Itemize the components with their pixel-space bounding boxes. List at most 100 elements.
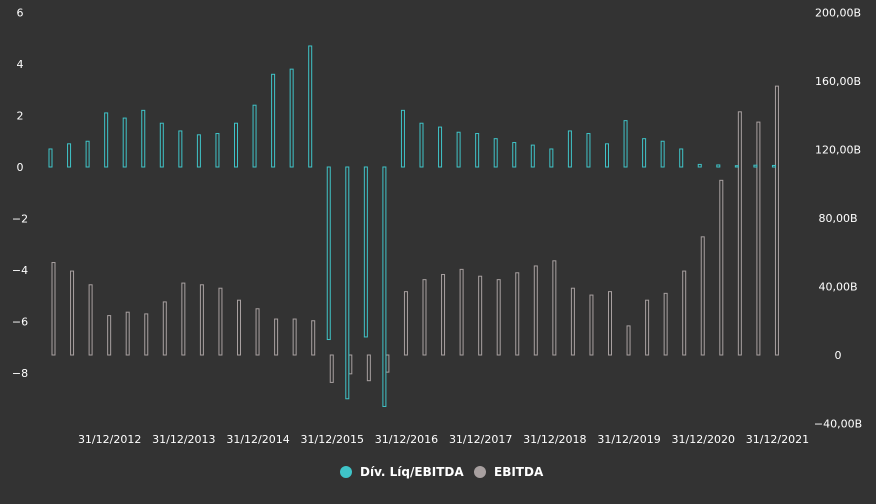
ratio-bar (623, 120, 628, 168)
ebitda-bar (515, 272, 520, 356)
ebitda-bar (682, 270, 687, 356)
ebitda-bar (737, 111, 742, 356)
right-axis-tick-label: 0 (835, 349, 842, 362)
ratio-bar (48, 148, 53, 168)
ebitda-bar (719, 179, 724, 356)
ratio-bar (438, 126, 443, 168)
ratio-bar (660, 140, 665, 168)
left-axis-tick-label: 0 (17, 161, 24, 174)
ratio-bar (512, 142, 517, 168)
x-axis-tick-label: 31/12/2016 (375, 433, 438, 446)
ebitda-bar (663, 292, 668, 356)
left-axis-tick-label: 2 (17, 110, 24, 123)
ebitda-bar (570, 287, 575, 356)
ratio-bar (679, 148, 684, 168)
right-axis-ticks: 200,00B 160,00B 120,00B 80,00B 40,00B 0 −40,00… (814, 7, 862, 431)
ebitda-bar (292, 318, 297, 356)
ratio-bar (104, 112, 109, 168)
right-axis-tick-label: 80,00B (818, 212, 857, 225)
ebitda-bar (107, 315, 112, 356)
ratio-bar (771, 164, 776, 168)
ebitda-series (51, 85, 779, 383)
ratio-bar (382, 166, 387, 407)
x-axis-tick-label: 31/12/2015 (301, 433, 364, 446)
ebitda-bar (496, 279, 501, 356)
ebitda-bar (70, 270, 75, 356)
ebitda-bar (199, 284, 204, 356)
ratio-bar (363, 166, 368, 338)
ebitda-bar (459, 268, 464, 356)
right-axis-tick-label: 40,00B (818, 281, 857, 294)
left-axis-tick-label: 4 (17, 58, 24, 71)
ebitda-bar (700, 236, 705, 356)
ebitda-bar (255, 308, 260, 356)
ratio-bar (178, 130, 183, 168)
ebitda-bar (162, 301, 167, 356)
left-axis-tick-label: −4 (12, 264, 28, 277)
left-axis-tick-label: 6 (17, 7, 24, 20)
ebitda-bar (125, 311, 130, 356)
ratio-bar (734, 165, 739, 168)
ebitda-bar (311, 320, 316, 356)
ebitda-bar (237, 299, 241, 356)
ebitda-bar (626, 325, 631, 356)
ratio-bar (122, 117, 127, 168)
x-axis-tick-label: 31/12/2013 (152, 433, 215, 446)
x-axis-ticks: 31/12/2012 31/12/2013 31/12/2014 31/12/2015… (78, 433, 809, 446)
left-axis-tick-label: −6 (12, 316, 28, 329)
ratio-bar (67, 143, 72, 168)
ebitda-bar (218, 287, 223, 356)
right-axis-tick-label: 200,00B (815, 7, 861, 20)
x-axis-tick-label: 31/12/2018 (523, 433, 586, 446)
ebitda-bar (181, 282, 186, 356)
ratio-bar (289, 68, 294, 168)
ebitda-bar (441, 274, 446, 356)
left-axis-ticks: 6 4 2 0 −2 −4 −6 −8 (12, 7, 28, 381)
ratio-bar (326, 166, 331, 341)
ratio-bar (159, 122, 164, 168)
legend: Dív. Líq/EBITDA EBITDA (340, 465, 544, 479)
ebitda-bar (589, 294, 594, 356)
ebitda-bar (403, 291, 408, 356)
ratio-bar (141, 109, 146, 168)
x-axis-tick-label: 31/12/2017 (449, 433, 512, 446)
left-axis-tick-label: −2 (12, 213, 28, 226)
ratio-bar (308, 45, 313, 168)
ebitda-bar (88, 284, 93, 356)
ebitda-bar (366, 354, 371, 382)
ratio-bar (475, 133, 480, 168)
ratio-bar (605, 143, 609, 168)
ebitda-bar (552, 260, 557, 356)
x-axis-tick-label: 31/12/2012 (78, 433, 141, 446)
ratio-bar (549, 148, 554, 168)
ratio-bar (252, 104, 257, 168)
ebitda-bar (774, 85, 779, 356)
ebitda-bar (274, 318, 279, 356)
ratio-bar (215, 133, 220, 168)
right-axis-tick-label: 160,00B (815, 75, 861, 88)
ratio-bar (642, 138, 647, 168)
ratio-bar (345, 166, 350, 400)
ratio-bar (697, 163, 702, 168)
ebitda-bar (756, 121, 761, 356)
ebitda-bar (329, 354, 334, 383)
ratio-bar (586, 133, 591, 168)
legend-ratio-label: Dív. Líq/EBITDA (360, 465, 464, 479)
ebitda-bar (478, 275, 483, 356)
ebitda-bar (645, 299, 650, 356)
ratio-bar (196, 134, 201, 168)
legend-ebitda-label: EBITDA (494, 465, 544, 479)
ebitda-bar (51, 262, 56, 356)
ratio-bar (456, 131, 461, 168)
ratio-bar (271, 73, 276, 168)
ratio-bar (419, 122, 424, 168)
x-axis-tick-label: 31/12/2021 (746, 433, 809, 446)
ratio-bar (234, 122, 238, 168)
right-axis-tick-label: 120,00B (815, 144, 861, 157)
legend-ebitda-marker (474, 466, 486, 478)
ebitda-bar (422, 279, 427, 356)
ratio-bar (493, 138, 498, 168)
ebitda-bar (533, 265, 538, 356)
